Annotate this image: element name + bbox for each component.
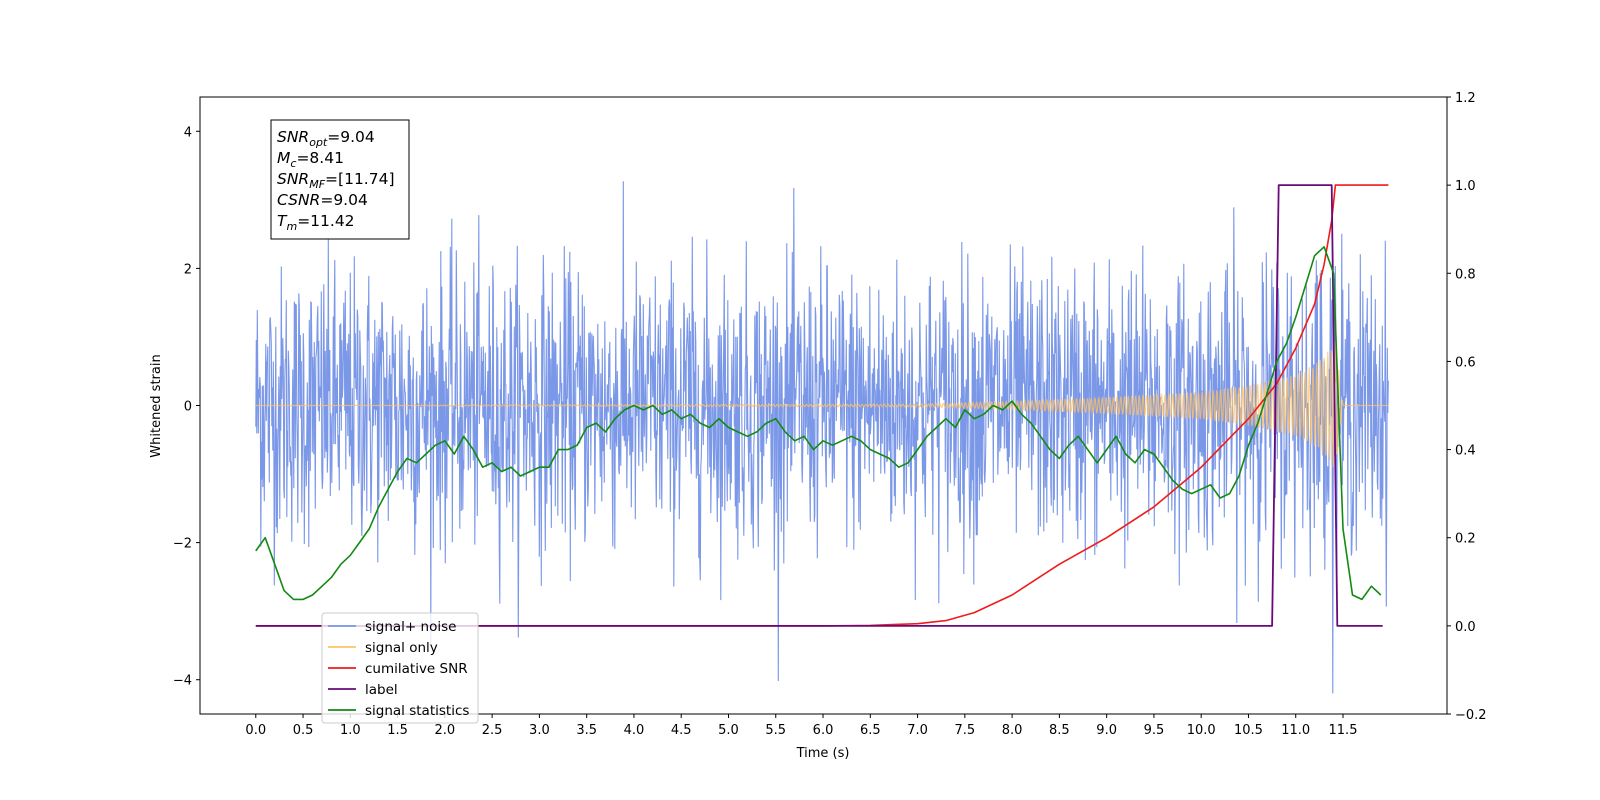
x-tick-label: 8.0 bbox=[1002, 723, 1023, 738]
x-tick-label: 2.0 bbox=[435, 723, 456, 738]
y-right-tick-label: 1.0 bbox=[1455, 179, 1476, 194]
x-tick-label: 6.0 bbox=[813, 723, 834, 738]
x-tick-label: 1.0 bbox=[340, 723, 361, 738]
y-right-tick-label: 0.8 bbox=[1455, 267, 1476, 282]
x-tick-label: 4.5 bbox=[671, 723, 692, 738]
legend-frame bbox=[321, 612, 479, 724]
x-tick-label: 5.5 bbox=[765, 723, 786, 738]
y-left-tick-label: 4 bbox=[184, 125, 192, 140]
y-axis-label: Whitened strain bbox=[149, 354, 164, 457]
x-tick-label: 7.5 bbox=[954, 723, 975, 738]
legend: signal+ noise signal only cumilative SNR la… bbox=[321, 612, 479, 724]
x-tick-label: 11.0 bbox=[1281, 723, 1310, 738]
info-line-name: T bbox=[277, 212, 288, 230]
info-line-value: =9.04 bbox=[327, 128, 375, 146]
info-line: SNRMF=[11.74] bbox=[277, 170, 395, 191]
legend-label: label bbox=[365, 682, 398, 698]
x-tick-label: 3.0 bbox=[529, 723, 550, 738]
y-right-tick-label: 1.2 bbox=[1455, 91, 1476, 106]
label-line bbox=[255, 184, 1383, 627]
legend-label: signal only bbox=[365, 640, 438, 656]
y-left-tick-label: 0 bbox=[184, 400, 192, 415]
x-tick-label: 11.5 bbox=[1329, 723, 1358, 738]
info-line: CSNR=9.04 bbox=[277, 191, 368, 209]
x-tick-label: 0.5 bbox=[293, 723, 314, 738]
info-line: SNRopt=9.04 bbox=[277, 128, 375, 149]
info-box-frame bbox=[270, 119, 410, 240]
x-tick-label: 10.5 bbox=[1234, 723, 1263, 738]
info-line-subscript: m bbox=[286, 220, 297, 233]
x-axis-label: Time (s) bbox=[796, 746, 850, 761]
x-tick-label: 3.5 bbox=[576, 723, 597, 738]
x-tick-label: 6.5 bbox=[860, 723, 881, 738]
plot-area bbox=[255, 181, 1389, 694]
x-tick-label: 9.0 bbox=[1096, 723, 1117, 738]
legend-label: signal+ noise bbox=[365, 619, 456, 635]
info-line-value: =[11.74] bbox=[325, 170, 394, 188]
x-tick-label: 2.5 bbox=[482, 723, 503, 738]
x-tick-label: 0.0 bbox=[245, 723, 266, 738]
info-line: Tm=11.42 bbox=[277, 212, 355, 233]
x-tick-label: 4.0 bbox=[624, 723, 645, 738]
x-tick-label: 1.5 bbox=[387, 723, 408, 738]
info-line-name: CSNR bbox=[277, 191, 320, 209]
x-tick-label: 7.0 bbox=[907, 723, 928, 738]
info-line: Mc=8.41 bbox=[277, 149, 344, 170]
info-line-value: =11.42 bbox=[297, 212, 354, 230]
legend-label: cumilative SNR bbox=[365, 661, 468, 677]
info-line-subscript: opt bbox=[309, 136, 328, 149]
signal-only-line bbox=[255, 341, 1389, 468]
y-right-tick-label: 0.4 bbox=[1455, 444, 1476, 459]
y-right-tick-label: 0.6 bbox=[1455, 355, 1476, 370]
y-left-tick-label: −4 bbox=[173, 674, 192, 689]
y-left-tick-label: 2 bbox=[184, 262, 192, 277]
signal-statistics-line bbox=[255, 246, 1382, 601]
y-axis-left: −4 −2 0 2 4 bbox=[173, 125, 200, 689]
legend-label: signal statistics bbox=[365, 703, 469, 719]
info-line-subscript: MF bbox=[309, 178, 325, 191]
info-line-name: M bbox=[277, 149, 290, 167]
y-right-tick-label: 0.0 bbox=[1455, 620, 1476, 635]
info-line-value: =9.04 bbox=[320, 191, 368, 209]
signal-noise-line bbox=[255, 181, 1389, 694]
x-axis: 0.0 0.5 1.0 1.5 2.0 2.5 3.0 3.5 4.0 4.5 5.0 5.5 6.0 6… bbox=[245, 714, 1357, 738]
info-line-name: SNR bbox=[277, 170, 309, 188]
info-line-subscript: c bbox=[290, 157, 296, 170]
y-right-tick-label: 0.2 bbox=[1455, 532, 1476, 547]
cumulative-snr-line bbox=[255, 184, 1389, 627]
y-axis-right: −0.2 0.0 0.2 0.4 0.6 0.8 1.0 1.2 bbox=[1447, 91, 1487, 723]
y-left-tick-label: −2 bbox=[173, 537, 192, 552]
x-tick-label: 9.5 bbox=[1144, 723, 1165, 738]
info-box: SNRopt=9.04Mc=8.41SNRMF=[11.74]CSNR=9.04… bbox=[270, 119, 410, 240]
x-tick-label: 8.5 bbox=[1049, 723, 1070, 738]
x-tick-label: 10.0 bbox=[1187, 723, 1216, 738]
y-right-tick-label: −0.2 bbox=[1455, 708, 1487, 723]
info-line-name: SNR bbox=[277, 128, 309, 146]
info-line-value: =8.41 bbox=[296, 149, 344, 167]
x-tick-label: 5.0 bbox=[718, 723, 739, 738]
